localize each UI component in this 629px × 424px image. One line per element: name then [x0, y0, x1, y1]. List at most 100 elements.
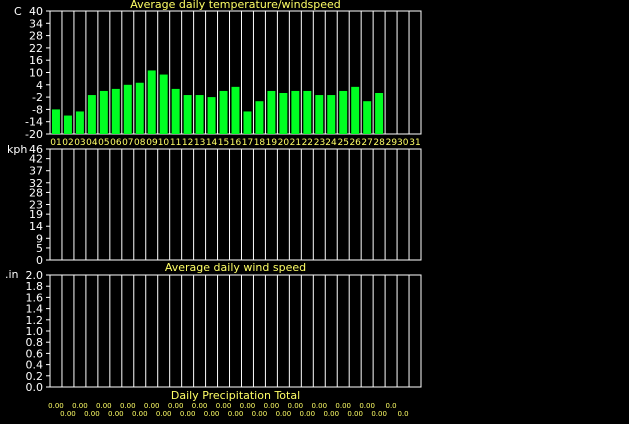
- y-tick-label: 2.0: [26, 269, 44, 282]
- x-tick-label: 2930: [386, 138, 409, 148]
- y-tick-label: 1.0: [26, 325, 44, 338]
- precip-value: 0.00: [144, 402, 160, 410]
- temperature-bar: [255, 101, 264, 134]
- y-tick-label: 0.0: [26, 381, 44, 394]
- precip-value: 0.00: [60, 410, 76, 418]
- y-tick-label: 19: [29, 208, 43, 221]
- y-tick-label: 1.4: [26, 303, 44, 316]
- x-tick-label: 03: [74, 138, 85, 148]
- precip-value: 0.00: [276, 410, 292, 418]
- precip-value: 0.00: [359, 402, 375, 410]
- temperature-bar: [63, 115, 72, 134]
- temperature-bar: [159, 74, 168, 134]
- precip-value: 0.00: [228, 410, 244, 418]
- temperature-bar: [339, 90, 348, 134]
- x-tick-label: 21: [290, 138, 301, 148]
- temperature-bar: [52, 109, 60, 134]
- chart-title: Average daily wind speed: [165, 261, 306, 274]
- precip-value: 0.00: [156, 410, 172, 418]
- chart-title: Daily Precipitation Total: [171, 389, 300, 402]
- precip-value: 0.0: [397, 410, 408, 418]
- precip-value: 0.00: [204, 410, 220, 418]
- temperature-bar: [111, 88, 120, 134]
- unit-label: .in: [5, 268, 19, 281]
- y-tick-label: 1.2: [26, 314, 44, 327]
- precip-value: 0.00: [96, 402, 112, 410]
- temperature-bar: [207, 97, 216, 134]
- unit-label: kph: [7, 143, 27, 156]
- x-tick-label: 31: [409, 138, 420, 148]
- y-tick-label: 4: [36, 79, 43, 92]
- temperature-bar: [267, 90, 276, 134]
- temperature-bar: [231, 86, 240, 134]
- precip-value: 0.00: [347, 410, 363, 418]
- y-tick-label: 28: [29, 186, 43, 199]
- x-tick-label: 25: [337, 138, 348, 148]
- y-tick-label: 0.4: [26, 359, 44, 372]
- precip-value: 0.00: [335, 402, 351, 410]
- x-tick-label: 17: [242, 138, 253, 148]
- y-tick-label: 1.6: [26, 291, 44, 304]
- y-tick-label: 42: [29, 153, 43, 166]
- y-tick-label: -8: [32, 103, 43, 116]
- y-tick-label: 28: [29, 30, 43, 43]
- x-tick-label: 18: [254, 138, 266, 148]
- precip-value: 0.00: [300, 410, 316, 418]
- temperature-bar: [243, 111, 252, 134]
- temperature-bar: [363, 101, 372, 134]
- y-tick-label: 0.8: [26, 336, 44, 349]
- precip-value: 0.00: [240, 402, 256, 410]
- y-tick-label: -2: [32, 91, 43, 104]
- precip-value: 0.00: [216, 402, 232, 410]
- temperature-bar: [303, 90, 312, 134]
- x-tick-label: 15: [218, 138, 229, 148]
- precip-value: 0.00: [132, 410, 148, 418]
- y-tick-label: 9: [36, 232, 43, 245]
- y-tick-label: -20: [25, 128, 43, 141]
- y-tick-label: 40: [29, 5, 43, 18]
- y-tick-label: 22: [29, 42, 43, 55]
- y-tick-label: 0.6: [26, 347, 44, 360]
- x-tick-label: 0910: [146, 138, 169, 148]
- temperature-bar: [75, 111, 84, 134]
- temperature-bar: [87, 95, 96, 134]
- x-tick-label: 05: [98, 138, 109, 148]
- temperature-bar: [219, 90, 228, 134]
- temperature-bar: [375, 93, 384, 134]
- temperature-bar: [327, 95, 336, 134]
- unit-label: C: [14, 5, 22, 18]
- y-tick-label: 1.8: [26, 280, 44, 293]
- y-tick-label: 46: [29, 143, 43, 156]
- precip-value: 0.00: [48, 402, 64, 410]
- y-tick-label: 0: [36, 254, 43, 267]
- x-tick-label: 01: [50, 138, 61, 148]
- y-tick-label: -14: [25, 116, 43, 129]
- precip-value: 0.00: [371, 410, 387, 418]
- y-tick-label: 34: [29, 17, 43, 30]
- precip-value: 0.00: [84, 410, 100, 418]
- x-tick-label: 08: [134, 138, 146, 148]
- x-tick-label: 12: [182, 138, 193, 148]
- temperature-bar: [195, 95, 204, 134]
- y-tick-label: 14: [29, 220, 43, 233]
- x-tick-label: 11: [170, 138, 181, 148]
- precip-value: 0.00: [323, 410, 339, 418]
- y-tick-label: 37: [29, 165, 43, 178]
- precip-value: 0.00: [311, 402, 327, 410]
- precip-value: 0.00: [180, 410, 196, 418]
- y-tick-label: 0.2: [26, 370, 44, 383]
- temperature-bar: [315, 95, 324, 134]
- x-tick-label: 2324: [314, 138, 337, 148]
- precip-value: 0.00: [288, 402, 304, 410]
- y-tick-label: 5: [36, 242, 43, 255]
- precip-value: 0.0: [386, 402, 397, 410]
- x-tick-label: 07: [122, 138, 133, 148]
- precip-value: 0.00: [264, 402, 280, 410]
- x-tick-label: 14: [206, 138, 218, 148]
- temperature-bar: [291, 90, 300, 134]
- x-tick-label: 26: [349, 138, 361, 148]
- x-tick-label: 06: [110, 138, 122, 148]
- y-tick-label: 16: [29, 54, 43, 67]
- temperature-bar: [123, 84, 132, 134]
- x-tick-label: 13: [194, 138, 205, 148]
